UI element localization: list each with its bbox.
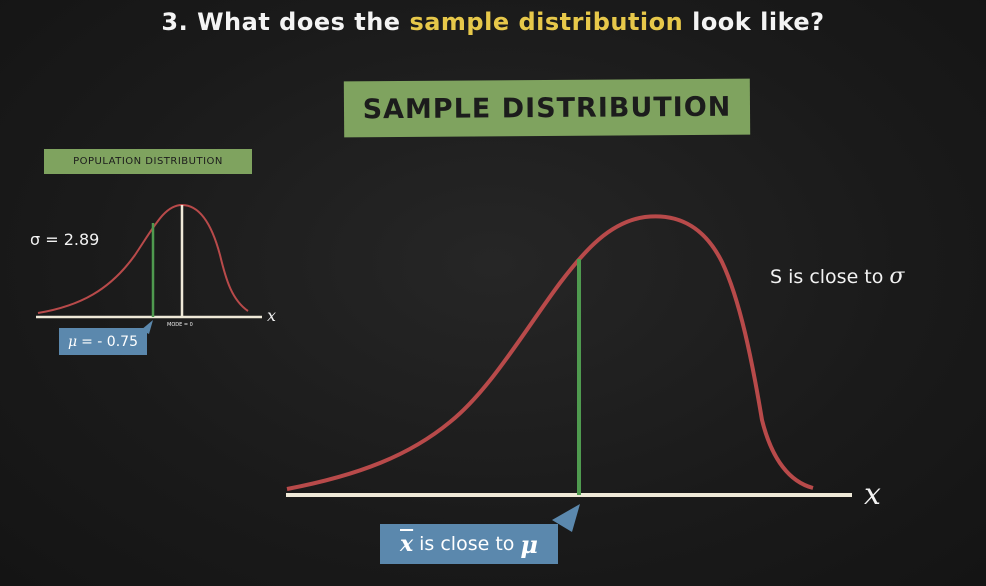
xbar-symbol: x	[400, 531, 414, 557]
xbar-close-to-mu-tag: x is close to μ	[380, 524, 558, 564]
population-sigma-label: σ = 2.89	[30, 230, 100, 249]
mu-symbol-large: μ	[520, 529, 538, 559]
heading-highlight: sample distribution	[409, 8, 684, 36]
s-close-to-sigma-note: S is close to σ	[770, 264, 904, 289]
mu-value: = - 0.75	[81, 333, 138, 350]
mu-symbol: μ	[68, 333, 78, 350]
population-mu-tag: μ = - 0.75	[59, 328, 147, 355]
population-mode-label: MODE = 0	[167, 322, 193, 328]
question-heading: 3. What does the sample distribution loo…	[0, 8, 986, 36]
s-note-text: S is close to	[770, 266, 890, 288]
population-curve	[37, 203, 249, 314]
heading-prefix: 3. What does the	[161, 8, 410, 36]
population-x-axis-label: x	[267, 306, 277, 325]
xbar-note-text: is close to	[419, 533, 515, 555]
sample-x-axis-label: x	[864, 477, 881, 512]
sigma-symbol: σ	[889, 264, 905, 289]
heading-suffix: look like?	[683, 8, 825, 36]
sample-xbar-pointer-icon	[552, 504, 580, 532]
population-distribution-banner: POPULATION DISTRIBUTION	[44, 149, 252, 174]
sample-curve	[286, 214, 814, 491]
